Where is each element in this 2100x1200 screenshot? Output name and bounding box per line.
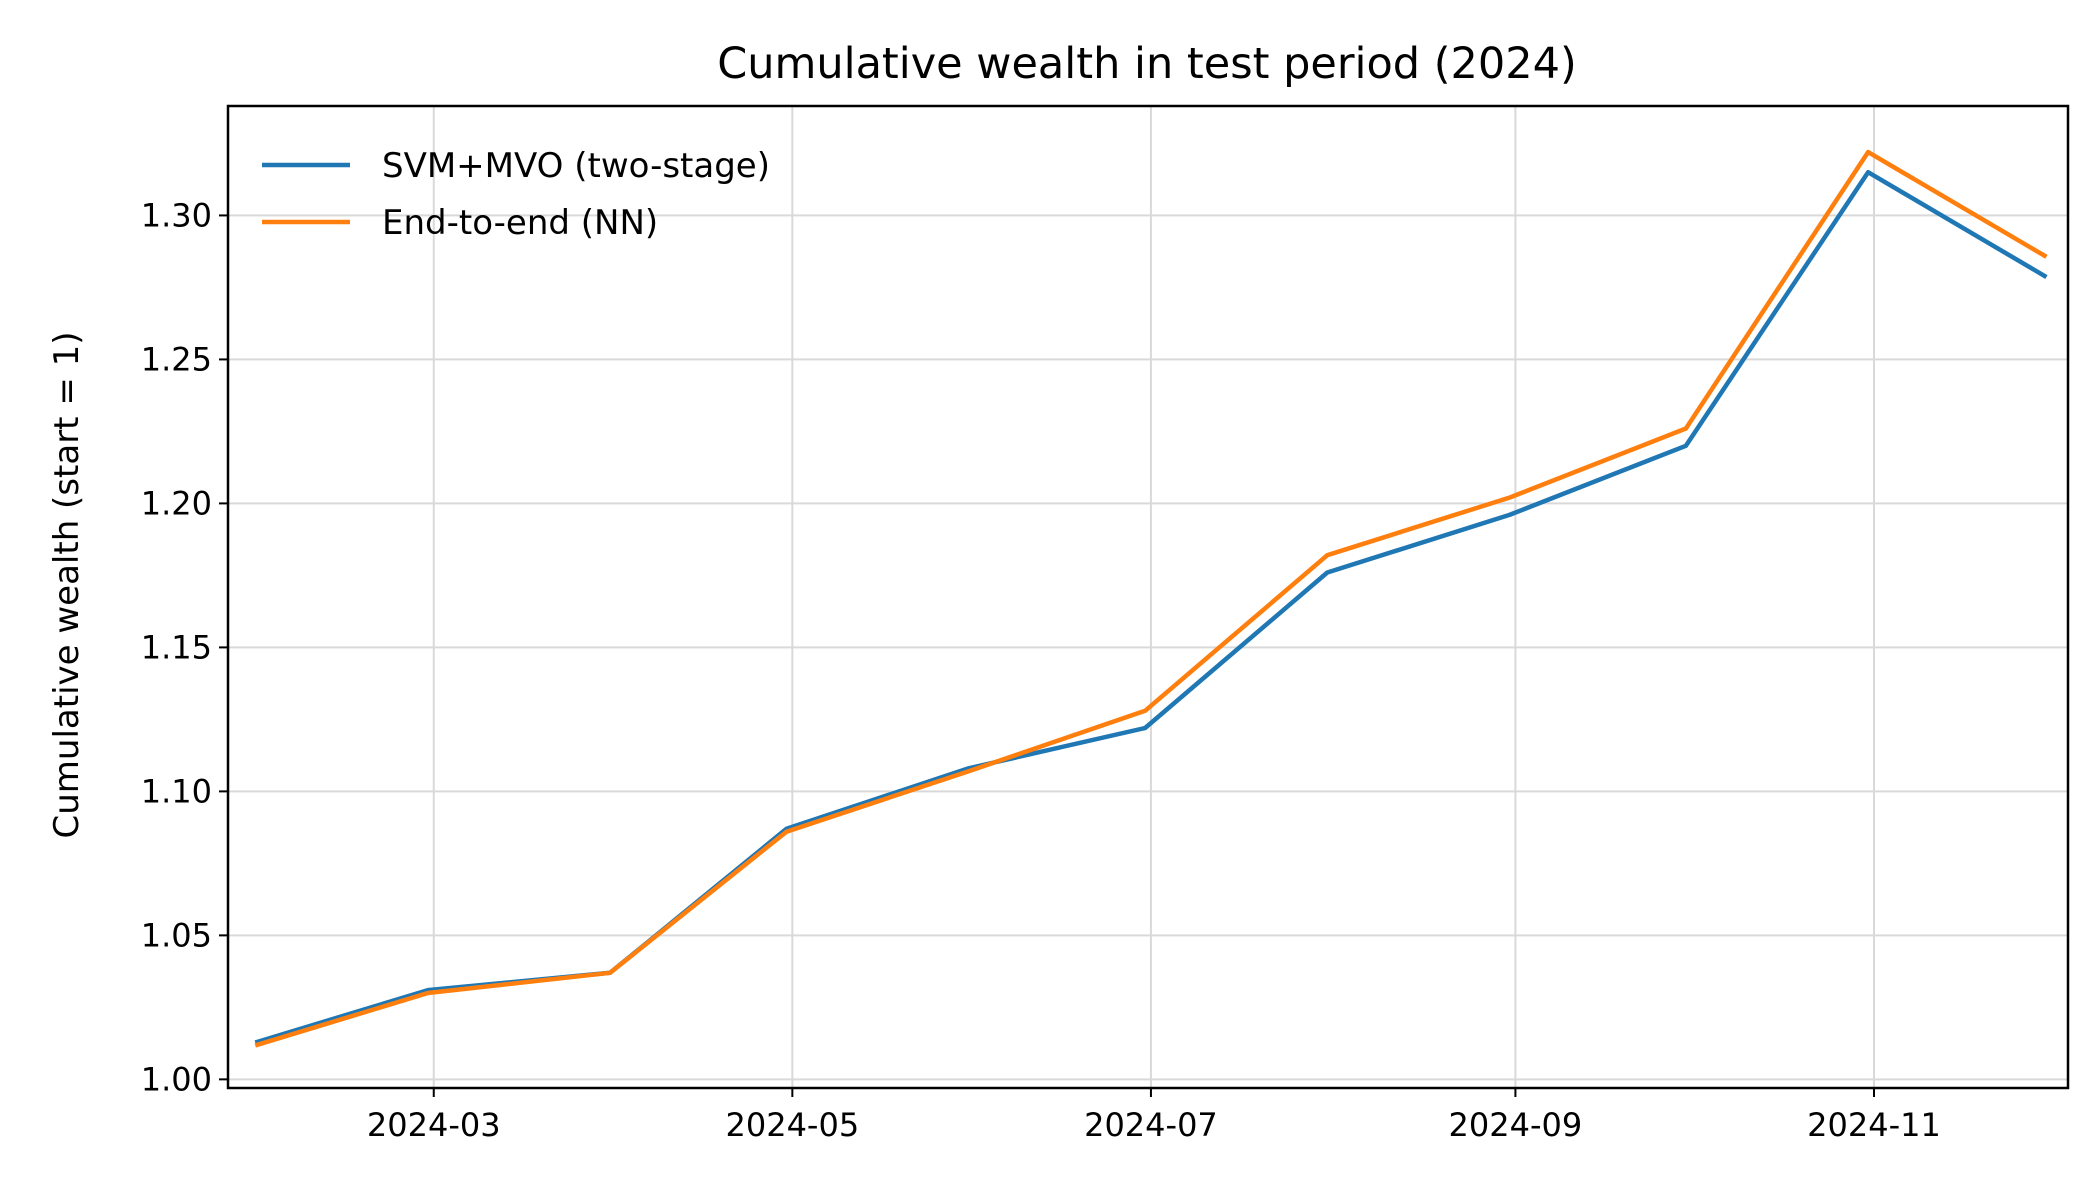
y-tick-label: 1.05 xyxy=(141,916,212,954)
grid xyxy=(228,106,2068,1088)
x-tick-label: 2024-07 xyxy=(1084,1106,1218,1144)
y-tick-label: 1.15 xyxy=(141,628,212,666)
series-line-1 xyxy=(254,149,2048,1048)
y-tick-label: 1.30 xyxy=(141,196,212,234)
x-tick-label: 2024-03 xyxy=(367,1106,501,1144)
x-tick-label: 2024-11 xyxy=(1807,1106,1941,1144)
y-tick-label: 1.20 xyxy=(141,484,212,522)
y-axis-label: Cumulative wealth (start = 1) xyxy=(47,331,87,838)
legend: SVM+MVO (two-stage) End-to-end (NN) xyxy=(262,146,770,243)
x-tick-label: 2024-09 xyxy=(1449,1106,1583,1144)
y-tick-label: 1.10 xyxy=(141,772,212,810)
series-group xyxy=(254,149,2048,1048)
x-tick-label: 2024-05 xyxy=(725,1106,859,1144)
legend-label-svm-mvo: SVM+MVO (two-stage) xyxy=(382,146,770,186)
legend-label-end-to-end: End-to-end (NN) xyxy=(382,203,658,243)
plot-frame xyxy=(226,104,2070,1090)
y-tick-label: 1.25 xyxy=(141,340,212,378)
y-tick-label: 1.00 xyxy=(141,1060,212,1098)
chart-title: Cumulative wealth in test period (2024) xyxy=(717,39,1577,89)
axes: 1.00 1.05 1.10 1.15 1.20 1.25 1.30 2024-03 2024-… xyxy=(141,196,1941,1144)
